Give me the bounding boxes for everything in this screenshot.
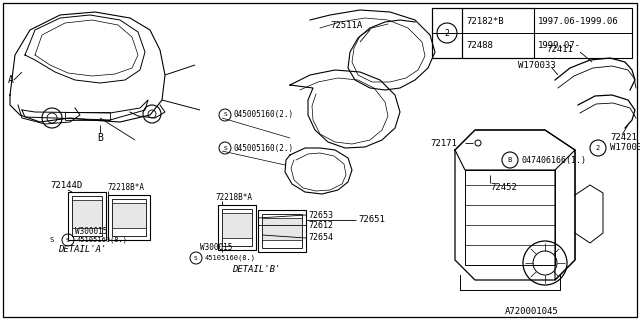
Text: 72421: 72421 [610, 133, 637, 142]
Bar [262, 214, 302, 248]
Text: DETAIL'B': DETAIL'B' [232, 266, 280, 275]
Text: 72144D: 72144D [50, 180, 83, 189]
Bar [222, 213, 252, 238]
Bar [112, 203, 146, 228]
Text: 045005160(2.): 045005160(2.) [234, 143, 294, 153]
Text: S: S [194, 255, 198, 260]
Text: A: A [8, 75, 14, 85]
Bar [112, 199, 146, 236]
Text: 2: 2 [445, 28, 449, 37]
Bar [72, 200, 102, 228]
Bar [465, 170, 555, 265]
Text: DETAIL'A': DETAIL'A' [58, 245, 106, 254]
Bar [432, 8, 632, 58]
Text: 72654: 72654 [308, 234, 333, 243]
Bar [462, 8, 534, 58]
Text: 72411: 72411 [546, 45, 573, 54]
Text: W300015: W300015 [200, 244, 232, 252]
Bar [65, 112, 110, 120]
Text: 45105160(8.): 45105160(8.) [205, 255, 256, 261]
Text: S: S [50, 237, 54, 243]
Bar [218, 205, 256, 250]
Text: 72612: 72612 [308, 220, 333, 229]
Text: S: S [223, 146, 227, 150]
Text: 047406166(1.): 047406166(1.) [521, 156, 586, 164]
Text: 72651: 72651 [358, 215, 385, 225]
Text: A720001045: A720001045 [505, 308, 559, 316]
Bar [108, 195, 150, 240]
Text: 72452: 72452 [490, 183, 517, 193]
Text: 72182*B: 72182*B [466, 17, 504, 26]
Text: 72511A: 72511A [330, 20, 362, 29]
Text: 72218B*A: 72218B*A [108, 183, 145, 193]
Text: 045005160(2.): 045005160(2.) [234, 110, 294, 119]
Bar [258, 210, 306, 252]
Bar [72, 196, 102, 236]
Bar [222, 209, 252, 246]
Text: S: S [223, 113, 227, 117]
Text: S: S [66, 237, 70, 243]
Text: W170033: W170033 [610, 143, 640, 153]
Text: 1999.07-: 1999.07- [538, 42, 581, 51]
Text: 72488: 72488 [466, 42, 493, 51]
Text: 45105160(8.): 45105160(8.) [77, 237, 128, 243]
Text: 1997.06-1999.06: 1997.06-1999.06 [538, 17, 619, 26]
Text: 2: 2 [596, 145, 600, 151]
Bar [432, 8, 462, 58]
Text: B: B [97, 133, 103, 143]
Text: B: B [508, 157, 512, 163]
Text: 72653: 72653 [308, 211, 333, 220]
Bar [68, 192, 106, 240]
Text: W170033: W170033 [518, 60, 556, 69]
Text: 72171: 72171 [430, 139, 457, 148]
Text: W300015: W300015 [75, 228, 108, 236]
Text: 72218B*A: 72218B*A [215, 194, 252, 203]
Bar [262, 218, 302, 240]
